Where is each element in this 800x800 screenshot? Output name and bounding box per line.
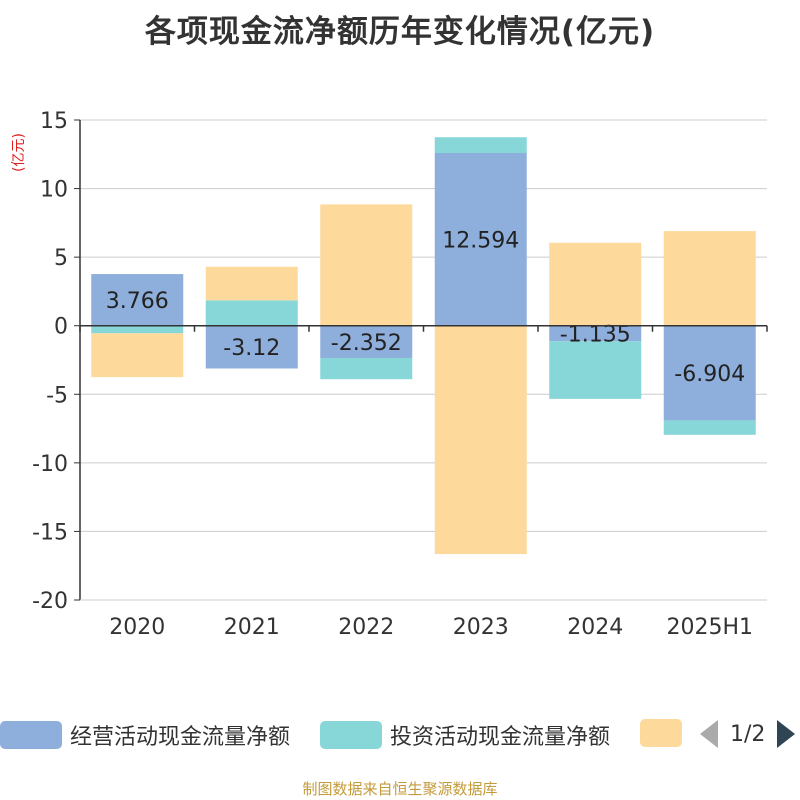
legend-swatch-investing — [320, 721, 382, 749]
x-tick-label: 2025H1 — [666, 615, 753, 640]
y-tick-label: 5 — [54, 246, 68, 271]
x-tick-label: 2021 — [224, 615, 280, 640]
bar-segment-series-0 — [434, 152, 527, 326]
bar-segment-series-1 — [91, 325, 184, 334]
bar-segment-series-1 — [205, 300, 298, 326]
legend-item-third-series[interactable] — [640, 719, 690, 747]
legend-label-operating: 经营活动现金流量净额 — [70, 725, 291, 750]
bar-segment-series-2 — [434, 325, 527, 555]
legend-next-arrow-icon[interactable] — [777, 720, 796, 748]
legend-item-operating[interactable]: 经营活动现金流量净额 — [0, 719, 290, 751]
legend-swatch-third-series — [640, 719, 682, 747]
chart-title: 各项现金流净额历年变化情况(亿元) — [144, 14, 656, 50]
bar-segment-series-2 — [91, 333, 184, 378]
y-tick-label: -10 — [32, 452, 68, 477]
bar-segment-series-1 — [663, 420, 756, 435]
x-tick-label: 2024 — [567, 615, 623, 640]
bar-segment-series-1 — [549, 341, 642, 399]
bar-data-label: 3.766 — [106, 289, 169, 314]
x-tick-label: 2022 — [338, 615, 394, 640]
y-tick-label: 0 — [54, 315, 68, 340]
bar-segment-series-2 — [320, 204, 413, 326]
y-tick-label: 15 — [40, 109, 68, 134]
data-source-note: 制图数据来自恒生聚源数据库 — [302, 780, 498, 798]
y-tick-label: -20 — [32, 589, 68, 614]
bar-chart: 15 10 5 0 -5 -10 -15 -20 3.766 -3.12 -2.352 12.594 -… — [32, 109, 768, 640]
bar-data-label: -3.12 — [223, 336, 280, 361]
bar-segment-series-1 — [320, 357, 413, 380]
y-tick-label: -5 — [46, 383, 68, 408]
bar-segment-series-0 — [663, 325, 756, 421]
legend-label-investing: 投资活动现金流量净额 — [390, 725, 611, 750]
bar-segment-series-2 — [549, 242, 642, 326]
bar-segment-series-0 — [320, 325, 413, 358]
legend-prev-arrow-icon[interactable] — [700, 720, 718, 748]
x-tick-label: 2020 — [109, 615, 165, 640]
legend-swatch-operating — [0, 721, 62, 749]
y-tick-label: 10 — [40, 178, 68, 203]
bar-segment-series-0 — [549, 325, 642, 342]
bar-segment-series-2 — [205, 266, 298, 301]
bar-segment-series-1 — [434, 137, 527, 153]
bar-segment-series-0 — [91, 274, 184, 326]
bar-data-label: 12.594 — [442, 228, 519, 253]
legend-item-investing[interactable]: 投资活动现金流量净额 — [320, 719, 610, 751]
bar-segment-series-2 — [663, 231, 756, 326]
bar-data-label: -1.135 — [560, 322, 631, 347]
x-tick-label: 2023 — [453, 615, 509, 640]
legend: 经营活动现金流量净额 投资活动现金流量净额 1/2 — [0, 715, 800, 755]
bar-data-label: -2.352 — [331, 331, 402, 356]
bar-segment-series-0 — [205, 325, 298, 369]
legend-page-indicator: 1/2 — [730, 721, 766, 747]
y-tick-label: -15 — [32, 520, 68, 545]
bar-data-label: -6.904 — [674, 362, 745, 387]
legend-pager: 1/2 — [700, 720, 796, 748]
